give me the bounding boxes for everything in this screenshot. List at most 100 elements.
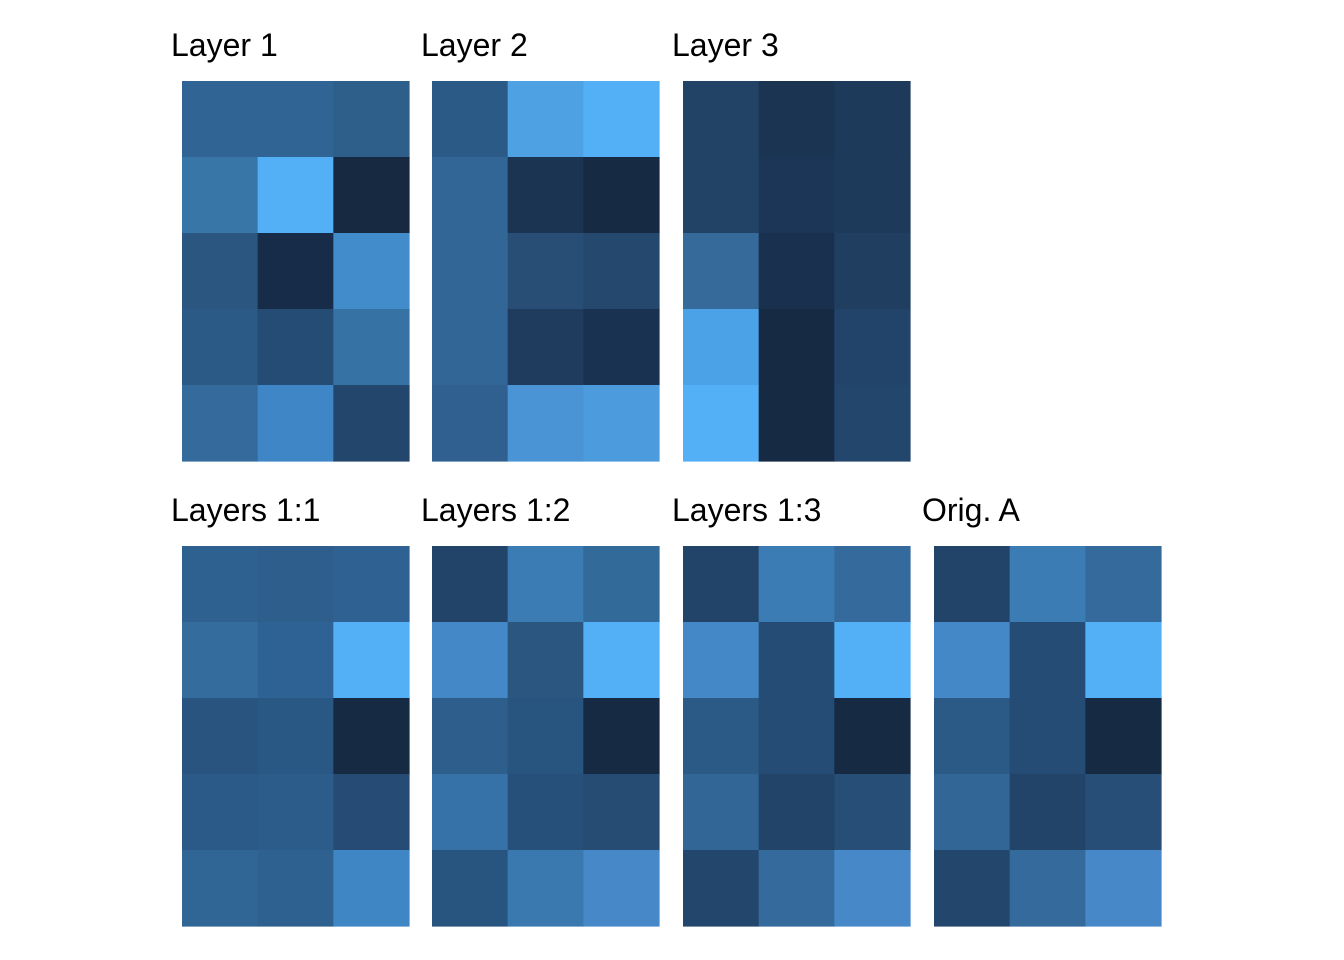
heatmap-cell-r4-c3 [834, 309, 911, 386]
panel-title: Layers 1:3 [672, 492, 821, 528]
heatmap-cell-r4-c3 [583, 774, 660, 851]
heatmap-cell-r2-c3 [834, 622, 911, 699]
heatmap-cell-r4-c2 [507, 309, 584, 386]
heatmap-cell-r2-c2 [758, 622, 835, 699]
heatmap-cell-r3-c2 [507, 698, 584, 775]
heatmap-cell-r5-c1 [683, 850, 760, 927]
heatmap-cells [182, 546, 410, 927]
heatmap-cell-r4-c2 [758, 774, 835, 851]
heatmap-cell-r1-c1 [934, 546, 1011, 623]
heatmap-cell-r3-c1 [683, 233, 760, 310]
heatmap-cell-r4-c1 [683, 309, 760, 386]
heatmap-cell-r2-c2 [1009, 622, 1086, 699]
heatmap-cell-r5-c2 [257, 850, 334, 927]
heatmap-cell-r3-c3 [333, 233, 410, 310]
heatmap-cell-r3-c1 [182, 233, 259, 310]
heatmap-cell-r2-c3 [583, 622, 660, 699]
heatmap-cell-r5-c1 [934, 850, 1011, 927]
heatmap-cell-r2-c2 [507, 157, 584, 234]
heatmap-cell-r2-c1 [683, 622, 760, 699]
heatmap-cell-r4-c3 [333, 774, 410, 851]
heatmap-cell-r2-c3 [333, 157, 410, 234]
panel-layers-1-2: Layers 1:2 [421, 492, 660, 927]
heatmap-cell-r3-c3 [834, 233, 911, 310]
heatmap-cell-r2-c1 [934, 622, 1011, 699]
heatmap-cell-r1-c1 [182, 546, 259, 623]
heatmap-cell-r2-c2 [257, 157, 334, 234]
heatmap-cell-r1-c2 [507, 81, 584, 158]
panel-layer-2: Layer 2 [421, 27, 660, 462]
panel-layer-1: Layer 1 [171, 27, 410, 462]
heatmap-cell-r1-c3 [834, 81, 911, 158]
heatmap-cell-r5-c3 [1085, 850, 1162, 927]
heatmap-cell-r1-c2 [758, 546, 835, 623]
heatmap-cell-r4-c3 [1085, 774, 1162, 851]
heatmap-cell-r5-c2 [758, 385, 835, 462]
heatmap-cell-r4-c3 [333, 309, 410, 386]
heatmap-cell-r4-c1 [934, 774, 1011, 851]
panel-layers-1-1: Layers 1:1 [171, 492, 410, 927]
heatmap-cell-r4-c1 [182, 309, 259, 386]
panel-title: Layer 3 [672, 27, 779, 63]
heatmap-cell-r2-c2 [758, 157, 835, 234]
panel-orig-a: Orig. A [922, 492, 1162, 927]
heatmap-cell-r2-c1 [182, 622, 259, 699]
panel-title: Layer 2 [421, 27, 528, 63]
heatmap-cells [683, 81, 911, 462]
heatmap-cell-r3-c1 [683, 698, 760, 775]
heatmap-cell-r5-c1 [182, 850, 259, 927]
heatmap-cell-r4-c2 [507, 774, 584, 851]
heatmap-cell-r1-c2 [257, 81, 334, 158]
heatmap-cell-r3-c2 [758, 233, 835, 310]
heatmap-cell-r5-c1 [182, 385, 259, 462]
heatmap-cell-r1-c3 [834, 546, 911, 623]
heatmap-cell-r1-c1 [182, 81, 259, 158]
heatmap-cell-r5-c1 [683, 385, 760, 462]
heatmap-cell-r3-c2 [257, 698, 334, 775]
heatmap-cell-r2-c1 [432, 157, 509, 234]
heatmap-cell-r2-c1 [683, 157, 760, 234]
panel-layers-1-3: Layers 1:3 [672, 492, 911, 927]
panel-title: Layer 1 [171, 27, 278, 63]
heatmap-cell-r1-c3 [583, 81, 660, 158]
heatmap-cell-r3-c1 [182, 698, 259, 775]
heatmap-cell-r4-c3 [834, 774, 911, 851]
heatmap-cell-r3-c1 [432, 698, 509, 775]
heatmap-cell-r1-c3 [333, 81, 410, 158]
heatmap-cell-r1-c2 [1009, 546, 1086, 623]
heatmap-cell-r1-c2 [257, 546, 334, 623]
heatmap-cell-r1-c3 [583, 546, 660, 623]
heatmap-cell-r3-c3 [834, 698, 911, 775]
heatmap-cell-r1-c1 [683, 81, 760, 158]
heatmap-cell-r5-c1 [432, 385, 509, 462]
heatmap-cell-r4-c1 [182, 774, 259, 851]
heatmap-cell-r3-c1 [934, 698, 1011, 775]
heatmap-cell-r4-c2 [257, 774, 334, 851]
heatmap-cell-r3-c2 [257, 233, 334, 310]
heatmap-cell-r2-c1 [182, 157, 259, 234]
heatmap-cell-r1-c1 [432, 81, 509, 158]
heatmap-cell-r2-c2 [507, 622, 584, 699]
heatmap-cell-r5-c2 [507, 850, 584, 927]
heatmap-cell-r2-c1 [432, 622, 509, 699]
heatmap-cell-r3-c3 [583, 698, 660, 775]
heatmap-cell-r5-c3 [583, 385, 660, 462]
heatmap-cell-r1-c3 [1085, 546, 1162, 623]
heatmap-cell-r1-c2 [507, 546, 584, 623]
heatmap-cells [182, 81, 410, 462]
heatmap-cell-r1-c1 [683, 546, 760, 623]
heatmap-cells [934, 546, 1162, 927]
heatmap-cell-r4-c1 [432, 774, 509, 851]
heatmap-cell-r2-c2 [257, 622, 334, 699]
heatmap-cell-r4-c2 [758, 309, 835, 386]
heatmap-cell-r3-c2 [1009, 698, 1086, 775]
panel-title: Layers 1:1 [171, 492, 320, 528]
heatmap-cell-r5-c3 [583, 850, 660, 927]
heatmap-cell-r3-c2 [507, 233, 584, 310]
heatmap-cell-r4-c2 [1009, 774, 1086, 851]
heatmap-cell-r5-c3 [834, 850, 911, 927]
heatmap-cells [683, 546, 911, 927]
heatmap-cell-r3-c3 [333, 698, 410, 775]
heatmap-cell-r5-c1 [432, 850, 509, 927]
